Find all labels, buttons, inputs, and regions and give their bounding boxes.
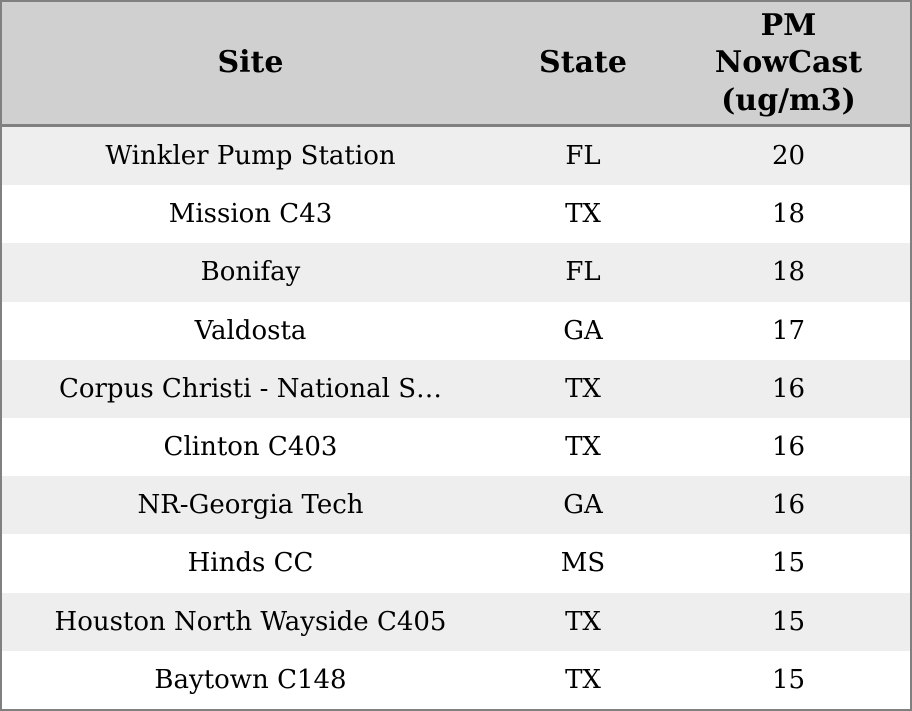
pm-nowcast-cell: 20 <box>771 141 806 172</box>
table-header: Site State PM NowCast (ug/m3) <box>2 2 910 127</box>
site-cell: Hinds CC <box>187 548 314 579</box>
table-row: Hinds CC MS 15 <box>2 534 910 593</box>
site-cell: NR-Georgia Tech <box>137 490 364 521</box>
table-row: Mission C43 TX 18 <box>2 185 910 244</box>
pm-nowcast-cell: 16 <box>771 373 806 404</box>
column-header-pm-nowcast: PM NowCast (ug/m3) <box>667 2 910 127</box>
table-row: NR-Georgia Tech GA 16 <box>2 476 910 535</box>
pm-nowcast-cell: 16 <box>771 490 806 521</box>
site-cell: Baytown C148 <box>154 664 347 695</box>
pm-nowcast-cell: 15 <box>771 548 806 579</box>
state-cell: TX <box>565 373 601 404</box>
site-cell: Clinton C403 <box>163 432 338 463</box>
table-row: Bonifay FL 18 <box>2 243 910 302</box>
table-row: Baytown C148 TX 15 <box>2 650 910 709</box>
site-cell: Corpus Christi - National S… <box>58 373 443 404</box>
pm-nowcast-cell: 17 <box>771 315 806 346</box>
table-row: Valdosta GA 17 <box>2 301 910 360</box>
pm-nowcast-cell: 18 <box>771 199 806 230</box>
pm-nowcast-cell: 15 <box>771 664 806 695</box>
state-cell: MS <box>560 548 606 579</box>
site-cell: Houston North Wayside C405 <box>54 606 447 637</box>
state-cell: TX <box>565 199 601 230</box>
state-cell: TX <box>565 606 601 637</box>
table-row: Winkler Pump Station FL 20 <box>2 127 910 186</box>
column-header-site: Site <box>2 2 499 127</box>
pm-nowcast-cell: 15 <box>771 606 806 637</box>
pm-nowcast-cell: 18 <box>771 257 806 288</box>
site-cell: Valdosta <box>194 315 307 346</box>
state-cell: GA <box>563 490 603 521</box>
table-row: Houston North Wayside C405 TX 15 <box>2 592 910 651</box>
table-row: Corpus Christi - National S… TX 16 <box>2 359 910 418</box>
state-cell: TX <box>565 432 601 463</box>
table-body: Winkler Pump Station FL 20 Mission C43 T… <box>2 127 910 709</box>
site-cell: Mission C43 <box>168 199 333 230</box>
state-cell: GA <box>563 315 603 346</box>
pm-nowcast-cell: 16 <box>771 432 806 463</box>
state-cell: FL <box>565 141 601 172</box>
header-row: Site State PM NowCast (ug/m3) <box>2 2 910 127</box>
table-row: Clinton C403 TX 16 <box>2 417 910 477</box>
column-header-state: State <box>499 2 667 127</box>
state-cell: FL <box>565 257 601 288</box>
site-cell: Winkler Pump Station <box>105 141 396 172</box>
site-cell: Bonifay <box>200 257 301 288</box>
state-cell: TX <box>565 664 601 695</box>
